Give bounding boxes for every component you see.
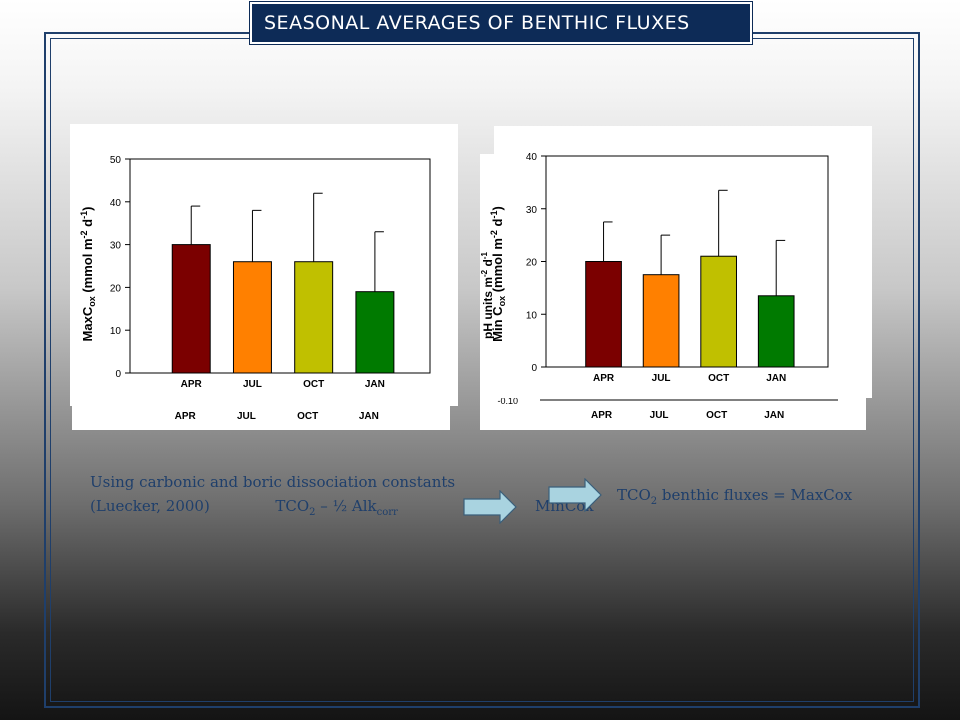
bar-jul [642, 274, 680, 368]
x-tick-label: JUL [243, 379, 262, 390]
under-x-label: JUL [237, 411, 256, 422]
mincox-chart: APR JUL OCT JAN -0.10 pH units m-2 d-1 0 10 20 3… [478, 124, 874, 438]
y-tick-label: 0 [531, 363, 537, 374]
arrow-icon-2 [548, 478, 602, 512]
plot-area-frame [129, 158, 431, 374]
maxcox-chart: APR JUL OCT JAN 0 10 20 30 40 50 APR JUL OCT JAN Max… [70, 124, 462, 438]
slide-title: SEASONAL AVERAGES OF BENTHIC FLUXES [249, 1, 753, 45]
under-x-label: OCT [706, 410, 727, 421]
bar-apr [585, 261, 622, 368]
under-x-label: JAN [359, 411, 379, 422]
note-line-1: Using carbonic and boric dissociation co… [90, 473, 456, 491]
y-tick-label: 10 [526, 310, 538, 321]
note-citation: (Luecker, 2000) [90, 497, 210, 515]
under-x-label: APR [591, 410, 613, 421]
y-tick-label: 30 [110, 241, 122, 252]
y-tick-label: 20 [110, 283, 122, 294]
maxcox-chart-svg: APR JUL OCT JAN 0 10 20 30 40 50 APR JUL OCT JAN Max… [70, 124, 458, 430]
x-tick-label: JAN [365, 379, 385, 390]
bar-oct [700, 255, 737, 368]
under-y-tick-label: -0.10 [497, 396, 518, 406]
y-tick-label: 50 [110, 155, 122, 166]
y-tick-label: 20 [526, 258, 538, 269]
tco2-fluxes-text: TCO2 benthic fluxes = MaxCox [617, 486, 853, 507]
y-tick-label: 0 [115, 369, 121, 380]
under-x-label: JAN [764, 410, 784, 421]
under-y-axis-label: pH units m-2 d-1 [480, 252, 495, 339]
x-tick-label: APR [593, 373, 615, 384]
x-tick-label: OCT [708, 373, 729, 384]
x-tick-label: APR [181, 379, 203, 390]
bar-oct [294, 261, 334, 374]
x-tick-label: JUL [652, 373, 671, 384]
note-formula: TCO2 – ½ Alkcorr [275, 497, 398, 518]
slide-title-text: SEASONAL AVERAGES OF BENTHIC FLUXES [264, 12, 690, 34]
x-tick-label: OCT [303, 379, 324, 390]
y-tick-label: 10 [110, 326, 122, 337]
under-x-label: JUL [650, 410, 669, 421]
bar-jan [757, 295, 795, 368]
y-tick-label: 30 [526, 205, 538, 216]
maxcox-y-axis-label: MaxCox (mmol m-2 d-1) [79, 207, 97, 342]
bar-jul [232, 261, 272, 374]
note-line-2: (Luecker, 2000) TCO2 – ½ Alkcorr [90, 497, 398, 518]
y-tick-label: 40 [110, 198, 122, 209]
x-tick-label: JAN [766, 373, 786, 384]
mincox-y-axis-label: Min Cox (mmol m-2 d-1) [489, 206, 507, 342]
mincox-chart-svg: APR JUL OCT JAN -0.10 pH units m-2 d-1 0 10 20 3… [480, 126, 872, 430]
arrow-icon-1 [463, 490, 517, 524]
bar-jan [355, 291, 395, 374]
mincox-front-panel [494, 126, 872, 398]
under-x-label: OCT [297, 411, 318, 422]
under-x-label: APR [175, 411, 197, 422]
y-tick-label: 40 [526, 152, 538, 163]
bar-apr [171, 244, 211, 374]
